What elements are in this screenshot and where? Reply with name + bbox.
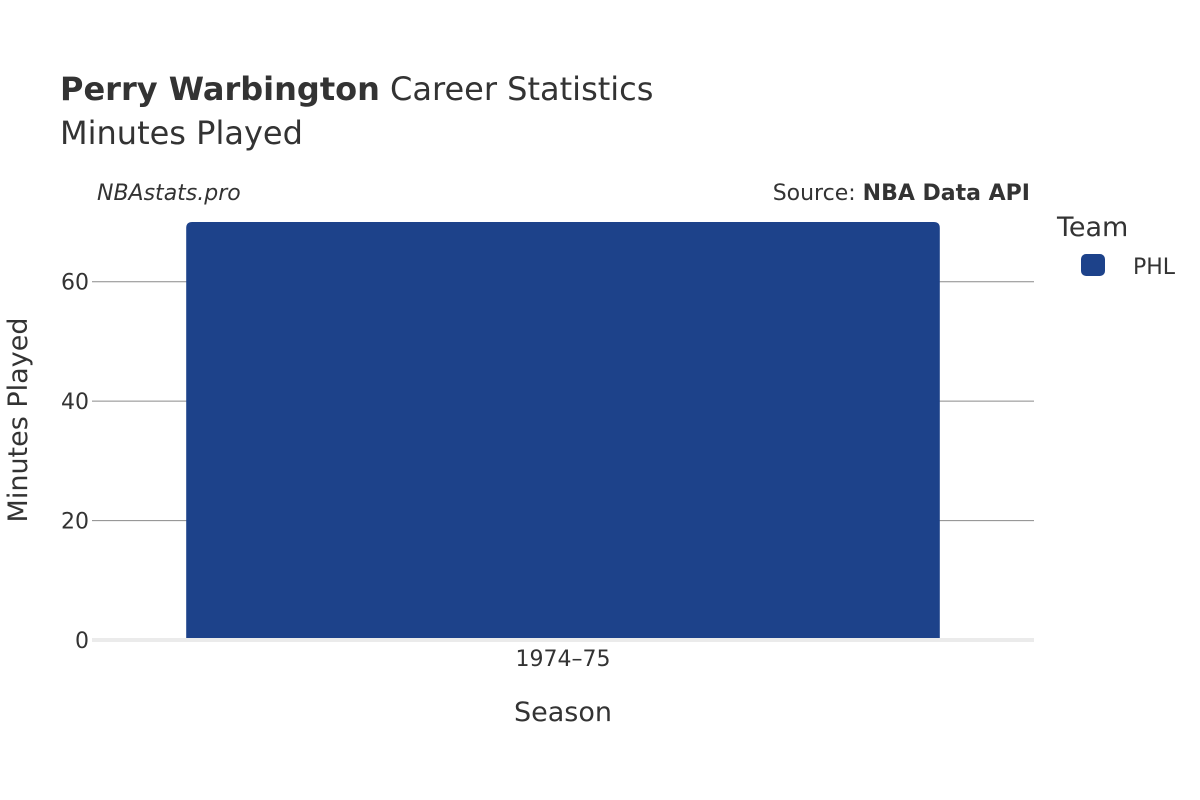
source-prefix: Source: <box>773 181 863 206</box>
bar-PHL-0 <box>186 222 940 640</box>
legend-label-PHL: PHL <box>1133 255 1176 280</box>
watermark-text: NBAstats.pro <box>97 181 241 206</box>
chart-title-player: Perry Warbington <box>60 70 380 108</box>
y-tick-labels: 0 20 40 60 <box>61 271 89 654</box>
chart-title-rest: Career Statistics <box>380 70 654 108</box>
legend-title: Team <box>1056 212 1128 243</box>
x-axis-label: Season <box>514 697 612 728</box>
legend: Team PHL <box>1056 212 1176 280</box>
chart-title: Perry Warbington Career Statistics <box>60 70 653 108</box>
y-tick-label-20: 20 <box>61 510 89 535</box>
y-tick-label-40: 40 <box>61 390 89 415</box>
x-tick-label-0: 1974–75 <box>516 647 611 672</box>
source-name: NBA Data API <box>863 181 1030 206</box>
bar-layer <box>186 222 940 640</box>
y-tick-label-60: 60 <box>61 271 89 296</box>
legend-items: PHL <box>1081 254 1176 280</box>
chart-subtitle: Minutes Played <box>60 114 303 152</box>
source-credit: Source: NBA Data API <box>773 181 1030 206</box>
legend-swatch-PHL <box>1081 254 1105 276</box>
y-axis-label: Minutes Played <box>3 318 34 523</box>
y-tick-label-0: 0 <box>75 629 89 654</box>
x-tick-labels: 1974–75 <box>516 647 611 672</box>
